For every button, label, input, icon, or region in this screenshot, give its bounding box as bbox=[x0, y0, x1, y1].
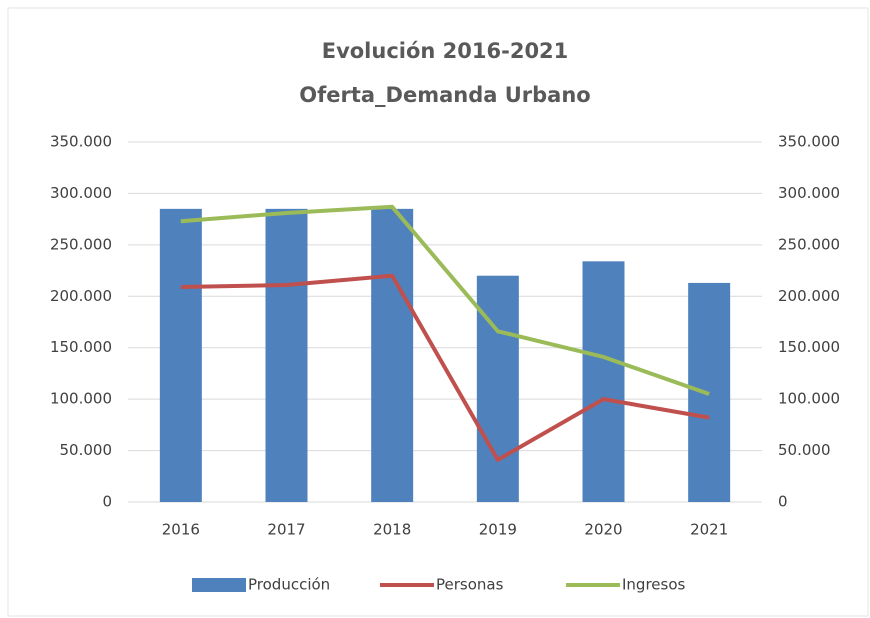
y2-tick-label: 150.000 bbox=[778, 338, 840, 356]
y-tick-label: 0 bbox=[102, 493, 112, 511]
legend-label: Personas bbox=[436, 576, 504, 594]
legend-label: Producción bbox=[248, 576, 330, 594]
x-tick-label: 2019 bbox=[479, 521, 517, 539]
bar bbox=[371, 208, 414, 502]
y2-tick-label: 50.000 bbox=[778, 441, 831, 459]
chart-title: Evolución 2016-2021 bbox=[322, 39, 569, 63]
y2-tick-label: 200.000 bbox=[778, 287, 840, 305]
line bbox=[180, 273, 710, 462]
y-tick-label: 300.000 bbox=[50, 184, 112, 202]
y2-tick-label: 100.000 bbox=[778, 390, 840, 408]
y2-tick-label: 300.000 bbox=[778, 184, 840, 202]
y-tick-label: 250.000 bbox=[50, 235, 112, 253]
legend-swatch bbox=[192, 578, 246, 592]
x-tick-label: 2021 bbox=[690, 521, 728, 539]
legend-label: Ingresos bbox=[622, 576, 686, 594]
y-tick-label: 150.000 bbox=[50, 338, 112, 356]
x-tick-label: 2018 bbox=[373, 521, 411, 539]
bar bbox=[476, 275, 519, 502]
bar bbox=[159, 208, 202, 502]
x-tick-label: 2017 bbox=[267, 521, 305, 539]
chart-subtitle: Oferta_Demanda Urbano bbox=[299, 83, 590, 107]
line bbox=[180, 204, 710, 396]
y-tick-label: 100.000 bbox=[50, 390, 112, 408]
x-tick-label: 2020 bbox=[584, 521, 622, 539]
y-tick-label: 200.000 bbox=[50, 287, 112, 305]
y2-tick-label: 350.000 bbox=[778, 133, 840, 151]
bar bbox=[582, 261, 625, 502]
bar bbox=[265, 208, 308, 502]
y2-tick-label: 0 bbox=[778, 493, 788, 511]
y2-tick-label: 250.000 bbox=[778, 235, 840, 253]
x-tick-label: 2016 bbox=[162, 521, 200, 539]
y-tick-label: 50.000 bbox=[60, 441, 113, 459]
y-tick-label: 350.000 bbox=[50, 133, 112, 151]
